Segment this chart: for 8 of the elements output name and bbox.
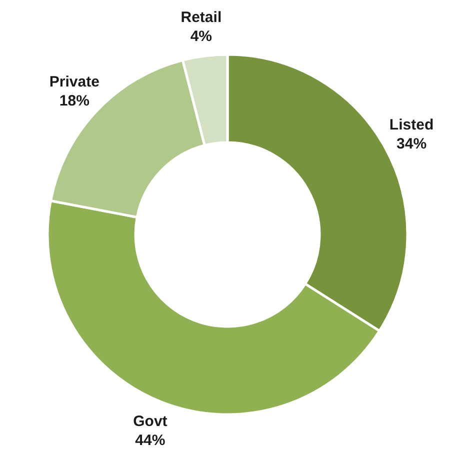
slice-label: Govt <box>133 412 168 430</box>
data-label: 18% <box>59 92 90 110</box>
data-label: 4% <box>190 28 212 46</box>
data-label: 34% <box>396 135 427 152</box>
slice-label: Private <box>49 74 100 91</box>
data-label: 44% <box>135 432 166 449</box>
slice-label: Listed <box>389 116 434 134</box>
slice-label: Retail <box>180 9 222 26</box>
